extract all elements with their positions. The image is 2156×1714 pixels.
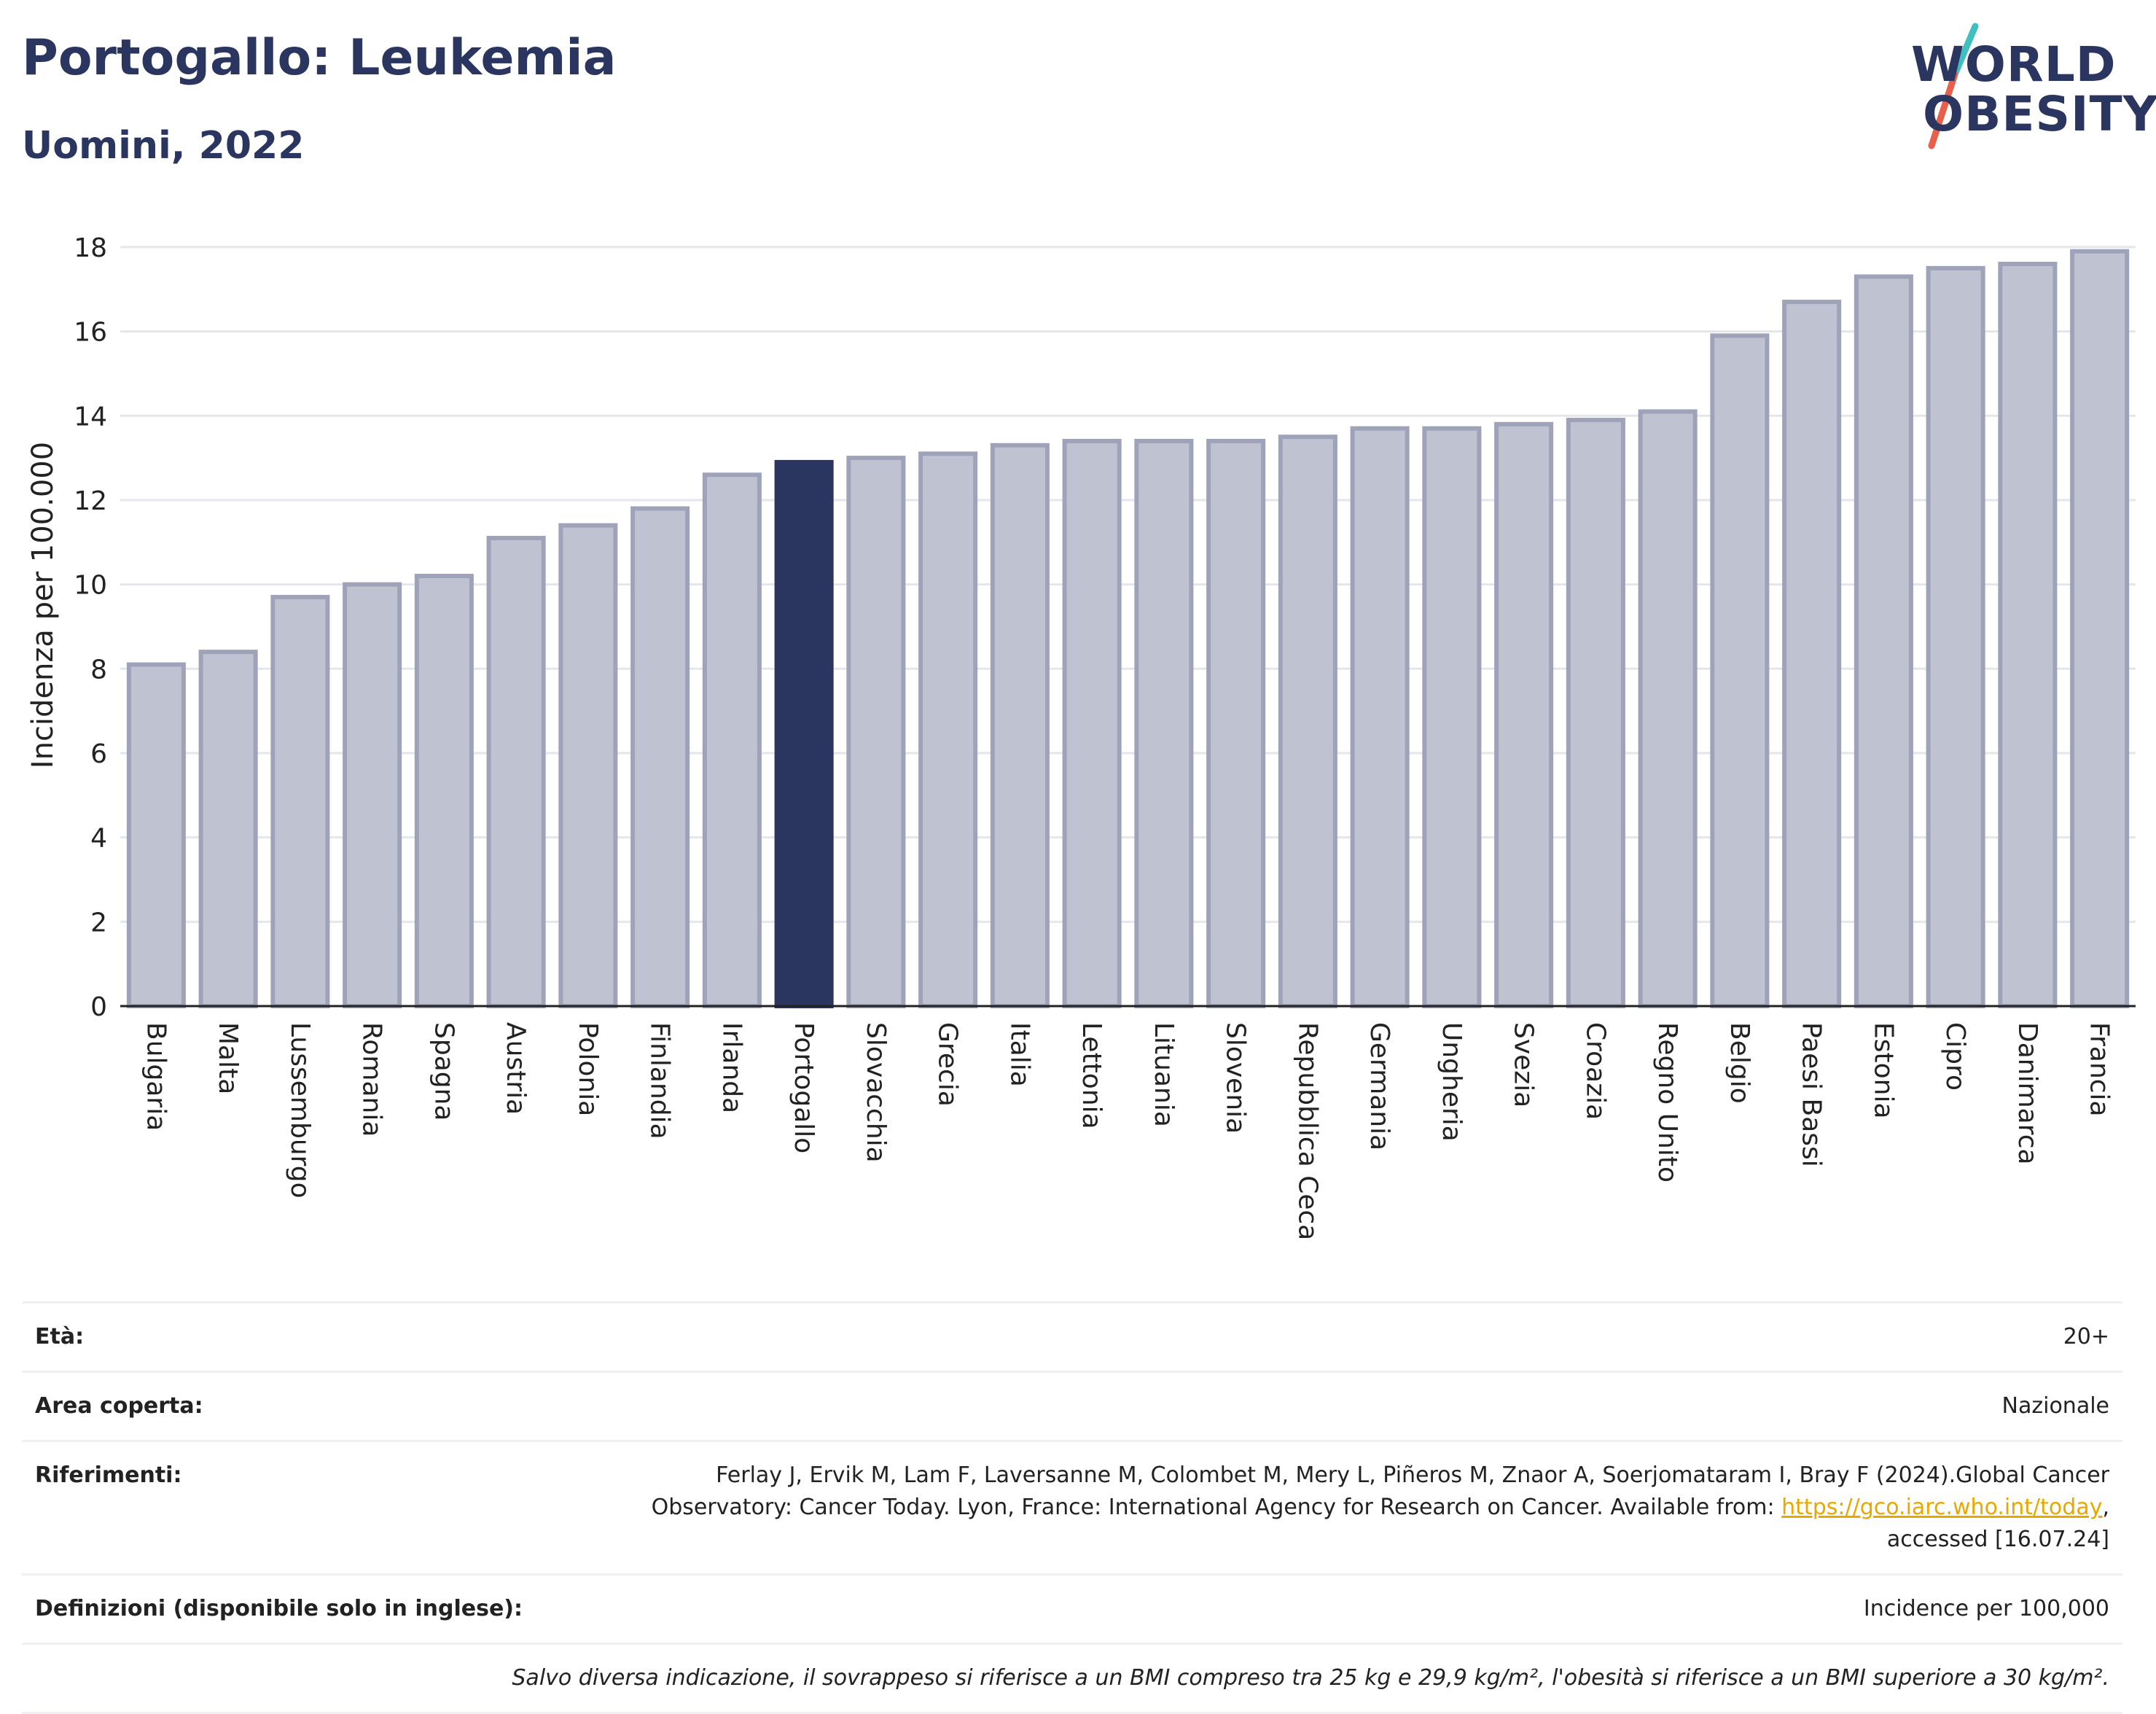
y-tick-label: 8 xyxy=(90,655,107,685)
footnote-text: Salvo diversa indicazione, il sovrappeso… xyxy=(22,1643,2122,1714)
x-tick-label: Austria xyxy=(501,1022,531,1115)
x-tick-label: Irlanda xyxy=(716,1022,746,1113)
references-label: Riferimenti: xyxy=(22,1440,558,1575)
logo-slash-icon xyxy=(1928,23,1979,149)
bar-spagna xyxy=(414,574,474,1008)
info-row-area: Area coperta: Nazionale xyxy=(22,1371,2122,1442)
age-label: Età: xyxy=(22,1301,558,1373)
x-tick-label: Polonia xyxy=(573,1022,603,1116)
references-tail: , accessed [16.07.24] xyxy=(1886,1495,2109,1552)
y-tick-label: 14 xyxy=(74,402,107,432)
x-tick-label: Lituania xyxy=(1149,1022,1179,1127)
x-tick-label: Lussemburgo xyxy=(285,1022,315,1199)
bars xyxy=(126,249,2130,1009)
bar-belgio xyxy=(1710,333,1770,1009)
x-tick-label: Romania xyxy=(357,1022,387,1137)
y-tick-label: 18 xyxy=(74,233,107,263)
x-tick-label: Spagna xyxy=(429,1022,458,1121)
age-value: 20+ xyxy=(558,1301,2122,1373)
y-tick-label: 16 xyxy=(74,318,107,348)
x-tick-label: Malta xyxy=(213,1022,243,1094)
bar-lituania xyxy=(1134,438,1194,1008)
x-tick-label: Cipro xyxy=(1940,1022,1970,1091)
bar-finlandia xyxy=(630,506,690,1009)
x-tick-label: Slovacchia xyxy=(861,1022,891,1163)
bar-lussemburgo xyxy=(270,594,330,1008)
x-tick-label: Grecia xyxy=(933,1022,963,1107)
bar-cipro xyxy=(1926,265,1985,1009)
info-row-definitions: Definizioni (disponibile solo in inglese… xyxy=(22,1573,2122,1645)
world-obesity-logo: WORLD OBESITY xyxy=(1902,22,2156,153)
logo-text-obesity: OBESITY xyxy=(1923,86,2156,142)
bar-repubblica-ceca xyxy=(1278,435,1337,1008)
info-row-footnote: Salvo diversa indicazione, il sovrappeso… xyxy=(22,1643,2122,1714)
x-tick-label: Finlandia xyxy=(645,1022,675,1140)
bar-germania xyxy=(1350,426,1410,1008)
x-tick-label: Portogallo xyxy=(789,1022,819,1153)
definitions-value: Incidence per 100,000 xyxy=(558,1573,2122,1645)
x-tick-label: Belgio xyxy=(1725,1022,1754,1104)
references-link[interactable]: https://gco.iarc.who.int/today xyxy=(1781,1495,2103,1520)
page-title: Portogallo: Leukemia xyxy=(22,29,617,87)
x-tick-label: Repubblica Ceca xyxy=(1292,1022,1322,1240)
x-tick-label: Svezia xyxy=(1509,1022,1539,1107)
bar-regno-unito xyxy=(1638,409,1698,1008)
x-tick-label: Bulgaria xyxy=(141,1022,171,1131)
bar-danimarca xyxy=(1998,262,2058,1008)
y-tick-label: 4 xyxy=(90,824,107,854)
y-tick-label: 2 xyxy=(90,908,107,938)
bar-ungheria xyxy=(1422,426,1482,1008)
x-tick-label: Ungheria xyxy=(1437,1022,1466,1142)
bar-svezia xyxy=(1494,421,1554,1008)
y-tick-label: 6 xyxy=(90,739,107,769)
bar-malta xyxy=(198,650,258,1008)
bar-romania xyxy=(343,582,402,1008)
bar-bulgaria xyxy=(126,662,186,1008)
y-tick-label: 10 xyxy=(74,571,107,601)
bar-lettonia xyxy=(1062,438,1122,1008)
info-row-references: Riferimenti: Ferlay J, Ervik M, Lam F, L… xyxy=(22,1440,2122,1575)
bar-estonia xyxy=(1854,274,1913,1009)
definitions-label: Definizioni (disponibile solo in inglese… xyxy=(22,1573,558,1645)
area-label: Area coperta: xyxy=(22,1371,558,1442)
references-text: Ferlay J, Ervik M, Lam F, Laversanne M, … xyxy=(651,1462,2109,1520)
area-value: Nazionale xyxy=(558,1371,2122,1442)
x-tick-label: Lettonia xyxy=(1077,1022,1106,1129)
bar-portogallo xyxy=(774,459,834,1008)
y-axis-label: Incidenza per 100.000 xyxy=(26,442,60,768)
info-row-age: Età: 20+ xyxy=(22,1301,2122,1373)
bar-slovenia xyxy=(1206,438,1266,1008)
x-tick-label: Croazia xyxy=(1580,1022,1610,1120)
x-tick-label: Estonia xyxy=(1868,1022,1898,1119)
x-tick-label: Italia xyxy=(1004,1022,1034,1087)
bar-paesi-bassi xyxy=(1782,300,1842,1009)
references-value: Ferlay J, Ervik M, Lam F, Laversanne M, … xyxy=(558,1440,2122,1575)
bar-grecia xyxy=(918,451,978,1008)
page-subtitle: Uomini, 2022 xyxy=(22,124,305,168)
bar-croazia xyxy=(1566,418,1625,1008)
y-tick-label: 12 xyxy=(74,486,107,516)
x-tick-label: Germania xyxy=(1364,1022,1394,1150)
x-tick-label: Slovenia xyxy=(1221,1022,1251,1134)
x-tick-label: Regno Unito xyxy=(1652,1022,1682,1183)
logo-text-world: WORLD xyxy=(1911,36,2117,93)
bar-polonia xyxy=(558,523,618,1009)
bar-slovacchia xyxy=(846,456,906,1008)
info-table: Età: 20+ Area coperta: Nazionale Riferim… xyxy=(22,1301,2122,1714)
x-tick-label: Paesi Bassi xyxy=(1797,1022,1827,1167)
bar-francia xyxy=(2070,249,2130,1008)
x-tick-label: Francia xyxy=(2085,1022,2114,1117)
bar-chart: 0 2 4 6 8 10 12 14 16 18 Bulgaria Malta Lussemburgo R… xyxy=(26,233,2136,1240)
y-tick-label: 0 xyxy=(90,992,107,1022)
bar-austria xyxy=(486,536,546,1008)
x-tick-label: Danimarca xyxy=(2012,1022,2042,1165)
bar-italia xyxy=(990,443,1050,1008)
bar-irlanda xyxy=(702,472,762,1009)
axes: 0 2 4 6 8 10 12 14 16 18 Bulgaria Malta Lussemburgo R… xyxy=(74,233,2136,1240)
